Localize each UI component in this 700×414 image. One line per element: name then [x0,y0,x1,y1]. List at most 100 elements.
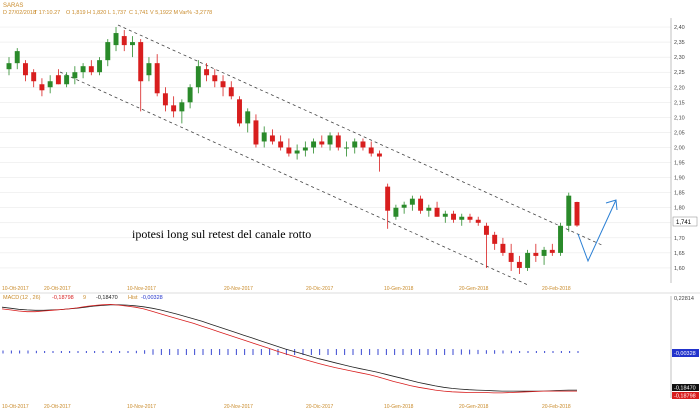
macd-header: MACD (12 , 26) -0,18798 9 -0,18470 Hist … [3,295,163,301]
candle[interactable] [508,252,514,262]
candle[interactable] [237,99,242,124]
candle[interactable] [409,198,415,205]
price-grid [0,26,671,269]
candle[interactable] [327,135,333,145]
candle[interactable] [368,147,374,154]
candle[interactable] [171,105,177,112]
candle[interactable] [228,87,234,97]
candle[interactable] [64,75,70,85]
candle[interactable] [376,153,382,157]
candle[interactable] [80,66,86,73]
candle[interactable] [278,141,284,148]
date-axis-bottom: 10-Ott-2017 20-Ott-2017 10-Nov-2017 20-Nov-… [2,404,571,410]
candle[interactable] [154,63,160,94]
channel-upper-line[interactable] [117,24,605,247]
candle[interactable] [22,63,28,76]
y-tick-label: 2,35 [674,40,685,46]
candle[interactable] [88,66,94,73]
date-label: D 27/02/2018 [3,10,36,16]
y-tick-label: 2,15 [674,100,685,106]
candle[interactable] [541,249,547,256]
candle[interactable] [492,234,498,244]
candle[interactable] [483,225,489,235]
candle[interactable] [533,252,539,256]
candle[interactable] [113,33,119,46]
channel-lower-line[interactable] [59,71,529,286]
candle[interactable] [401,204,407,208]
candle[interactable] [426,207,432,211]
y-tick-label: 1,90 [674,176,685,182]
price-axis[interactable]: 2,40 2,35 2,30 2,25 2,20 2,15 2,10 2,05 2,00 1,95… [674,25,685,272]
candle[interactable] [360,141,366,148]
candle[interactable] [138,42,144,82]
candle[interactable] [319,141,325,145]
candle[interactable] [253,120,259,145]
hist-prefix: Hist [128,295,138,301]
candle[interactable] [434,207,440,217]
candle[interactable] [39,84,45,91]
candle[interactable] [385,186,391,211]
candle[interactable] [525,252,531,268]
candle[interactable] [516,261,522,268]
x-tick-label: 20-Ott-2017 [44,404,71,410]
open-label: O 1,819 [66,10,86,16]
y-tick-label: 2,25 [674,70,685,76]
candle[interactable] [442,213,448,217]
candle[interactable] [245,111,251,124]
macd-line[interactable] [1,303,577,394]
candle[interactable] [6,63,12,70]
candle[interactable] [121,36,127,46]
candle[interactable] [204,69,210,76]
candle[interactable] [269,135,275,142]
candle[interactable] [558,225,564,253]
candle[interactable] [162,93,168,106]
candle[interactable] [195,66,201,88]
x-tick-label: 20-Gen-2018 [459,286,489,292]
candle[interactable] [451,213,456,220]
candle[interactable] [500,243,506,253]
candle[interactable] [55,75,61,85]
candle[interactable] [261,132,267,142]
candle[interactable] [467,216,473,220]
candle[interactable] [14,51,20,64]
candle[interactable] [311,141,317,148]
candle[interactable] [179,102,185,112]
candle[interactable] [475,219,481,223]
signal-badge-value: -0,18470 [674,386,696,392]
candle[interactable] [31,72,37,82]
candle[interactable] [393,207,399,217]
candle[interactable] [105,42,111,61]
candle[interactable] [574,201,580,226]
candle[interactable] [344,147,349,149]
candle[interactable] [97,60,103,73]
hist-value: -0,00328 [141,295,163,301]
candle[interactable] [335,135,341,148]
y-tick-label: 2,10 [674,115,685,121]
candle[interactable] [418,198,424,211]
signal-line[interactable] [1,304,577,392]
arrow-head-icon [605,199,618,211]
candle[interactable] [566,195,572,226]
high-label: H 1,820 [87,10,106,16]
candle[interactable] [72,72,78,79]
x-tick-label: 20-Gen-2018 [459,404,489,410]
annotation-text[interactable]: ipotesi long sul retest del canale rotto [132,227,311,241]
candle[interactable] [187,87,193,103]
x-tick-label: 10-Ott-2017 [2,404,29,410]
candle[interactable] [459,216,465,220]
candle[interactable] [302,147,308,151]
candle[interactable] [146,63,152,76]
candle[interactable] [130,42,135,46]
y-tick-label: 1,60 [674,266,685,272]
candle[interactable] [294,150,300,154]
candle[interactable] [286,147,292,154]
candle[interactable] [352,141,358,148]
candle[interactable] [549,249,555,253]
candle[interactable] [47,81,53,88]
projection-arrow[interactable] [577,199,618,263]
candle[interactable] [212,75,218,82]
x-tick-label: 10-Nov-2017 [127,404,156,410]
candle[interactable] [220,81,226,88]
